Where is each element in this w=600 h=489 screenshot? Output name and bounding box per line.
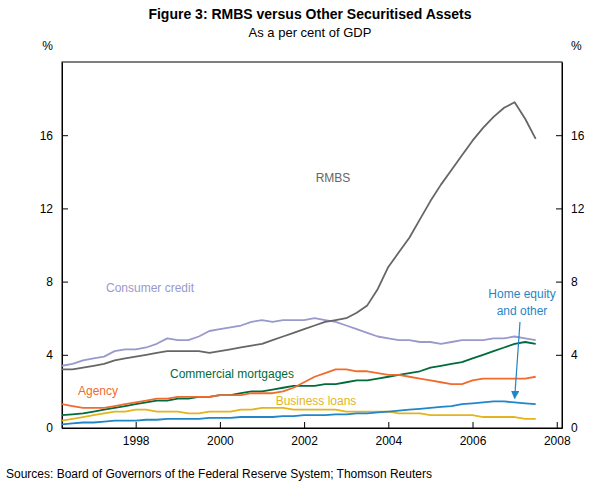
series-lines <box>62 102 536 424</box>
y-axis-tick: 16 <box>40 129 68 143</box>
x-axis-tick-label: 2008 <box>544 434 571 448</box>
x-axis-tick-label: 2006 <box>460 434 487 448</box>
y-axis-tick: 8 <box>46 275 68 289</box>
y2-axis-tick-mark <box>556 208 562 209</box>
series-label: Consumer credit <box>106 281 195 295</box>
x-axis-tick: 2004 <box>375 422 402 448</box>
y-axis-tick-mark <box>62 355 68 356</box>
y2-axis-tick-label: 12 <box>571 202 585 216</box>
series-label: Home equity and other <box>488 287 555 318</box>
series-label: Business loans <box>276 394 357 408</box>
chart-subtitle: As a per cent of GDP <box>249 25 372 40</box>
series-line <box>62 318 536 366</box>
series-label: Agency <box>78 384 118 398</box>
y2-axis-tick-label: 0 <box>571 421 578 435</box>
source-note: Sources: Board of Governors of the Feder… <box>6 467 432 481</box>
series-label-line: Home equity <box>488 287 555 301</box>
x-axis-tick-mark <box>473 422 474 428</box>
series-line <box>62 102 536 369</box>
y2-axis-unit: % <box>571 39 582 53</box>
y-axis-tick-label: 4 <box>46 348 53 362</box>
chart-container: Figure 3: RMBS versus Other Securitised … <box>0 0 600 489</box>
y2-axis-tick-label: 16 <box>571 129 585 143</box>
chart-svg: Figure 3: RMBS versus Other Securitised … <box>0 0 600 489</box>
x-axis-tick-label: 2000 <box>207 434 234 448</box>
x-axis-tick: 2006 <box>460 422 487 448</box>
x-axis: 1998 2000 2002 2004 2006 2008 <box>63 422 571 448</box>
x-axis-tick-mark <box>304 422 305 428</box>
series-label: RMBS <box>316 171 351 185</box>
y2-axis-tick: 16 <box>556 129 585 143</box>
y-axis-tick-label: 8 <box>46 275 53 289</box>
y-axis-tick: 12 <box>40 202 68 216</box>
y2-axis-tick: 12 <box>556 202 585 216</box>
x-axis-tick-mark <box>136 422 137 428</box>
x-axis-tick: 2002 <box>291 422 318 448</box>
y-axis-tick-label: 12 <box>40 202 54 216</box>
x-axis-tick-label: 1998 <box>123 434 150 448</box>
x-axis-line <box>63 428 563 429</box>
plot-frame <box>62 62 562 428</box>
chart-title: Figure 3: RMBS versus Other Securitised … <box>148 6 471 22</box>
y2-axis-tick: 8 <box>556 275 578 289</box>
y2-axis-tick-mark <box>556 282 562 283</box>
y-axis-tick: 4 <box>46 348 68 362</box>
x-axis-tick: 1998 <box>123 422 150 448</box>
x-axis-tick-mark <box>557 422 558 428</box>
x-axis-tick-label: 2002 <box>291 434 318 448</box>
x-axis-tick: 2008 <box>544 422 571 448</box>
label-arrow <box>515 322 520 398</box>
y2-axis-line <box>562 63 563 429</box>
series-line <box>62 369 536 407</box>
series-labels: RMBS Consumer credit Commercial mortgages A… <box>78 171 556 408</box>
y-axis: 0 4 8 12 16 <box>40 63 68 436</box>
y-axis-unit: % <box>42 39 53 53</box>
y2-axis-tick-mark <box>556 355 562 356</box>
y2-axis: 0 4 8 12 16 <box>556 63 585 436</box>
x-axis-tick: 2000 <box>207 422 234 448</box>
y2-axis-tick-mark <box>556 135 562 136</box>
x-axis-tick-label: 2004 <box>375 434 402 448</box>
y-axis-tick-mark <box>62 135 68 136</box>
x-axis-tick-mark <box>220 422 221 428</box>
series-label: Commercial mortgages <box>170 367 294 381</box>
y-axis-line <box>62 63 63 429</box>
series-line <box>62 408 536 421</box>
y2-axis-tick-label: 8 <box>571 275 578 289</box>
series-label-line: and other <box>497 304 548 318</box>
y-axis-tick-mark <box>62 282 68 283</box>
y2-axis-tick: 4 <box>556 348 578 362</box>
y2-axis-tick-label: 4 <box>571 348 578 362</box>
y-axis-tick-mark <box>62 208 68 209</box>
x-axis-tick-mark <box>388 422 389 428</box>
y-axis-tick-label: 0 <box>46 421 53 435</box>
y-axis-tick-label: 16 <box>40 129 54 143</box>
